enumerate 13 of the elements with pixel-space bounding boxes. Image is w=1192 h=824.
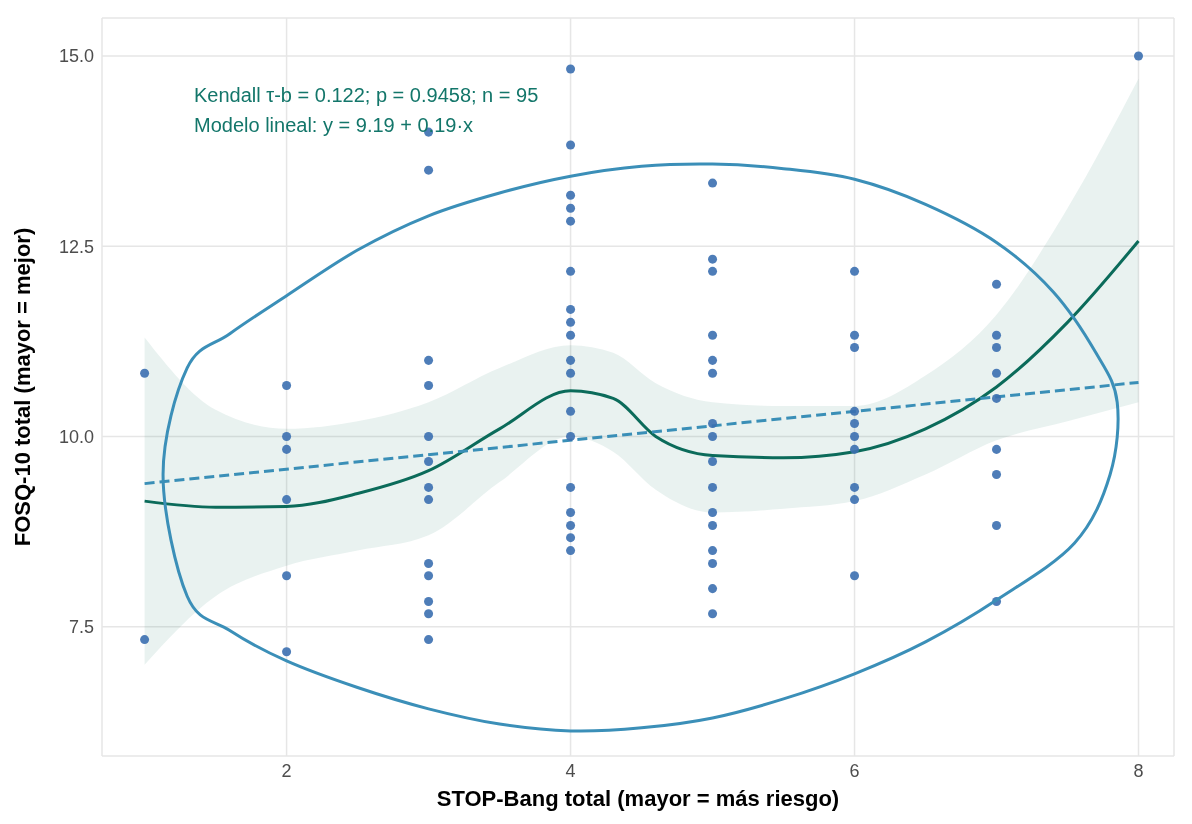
y-tick-label: 7.5	[68, 617, 94, 638]
x-tick-label: 2	[281, 760, 292, 781]
x-tick-label: 6	[849, 760, 860, 781]
y-axis-title: FOSQ-10 total (mayor = mejor)	[9, 227, 35, 547]
annotation: Modelo lineal: y = 9.19 + 0.19·x	[194, 113, 475, 138]
y-tick-label: 12.5	[58, 236, 94, 257]
x-axis-title: STOP-Bang total (mayor = más riesgo)	[436, 786, 840, 811]
line-series	[143, 239, 1140, 509]
x-tick-label: 4	[565, 760, 576, 781]
annotation: Kendall τ-b = 0.122; p = 0.9458; n = 95	[194, 83, 539, 108]
x-tick-label: 8	[1133, 760, 1144, 781]
y-tick-label: 10.0	[58, 426, 94, 447]
y-tick-label: 15.0	[58, 46, 94, 67]
